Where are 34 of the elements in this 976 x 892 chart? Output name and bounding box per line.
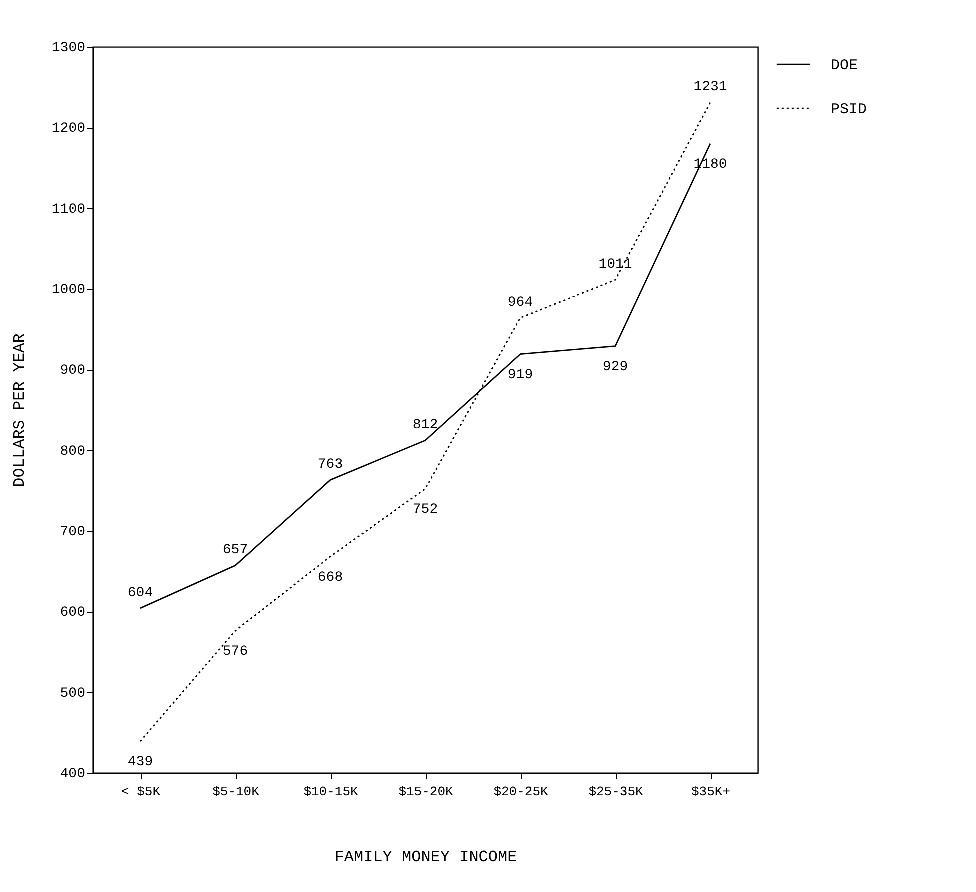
y-tick-label: 1100 [52, 202, 86, 218]
data-label: 604 [128, 585, 154, 602]
data-label: 812 [412, 418, 438, 434]
legend-label: PSID [831, 102, 868, 118]
y-tick-label: 1300 [52, 40, 86, 56]
data-label: 657 [222, 542, 248, 559]
x-tick-label: $5-10K [212, 784, 260, 800]
data-label: 752 [412, 502, 438, 518]
y-tick-label: 600 [60, 605, 86, 622]
data-label: 964 [508, 295, 534, 312]
x-axis-title: FAMILY MONEY INCOME [334, 848, 518, 866]
legend-label: DOE [831, 58, 858, 74]
x-tick-label: $15-20K [398, 784, 454, 800]
data-label: 763 [318, 457, 344, 474]
data-label: 1011 [598, 257, 632, 274]
data-label: 439 [128, 754, 154, 771]
data-label: 576 [222, 644, 248, 660]
x-tick-label: < $5K [121, 784, 161, 800]
y-tick-label: 900 [60, 363, 86, 380]
x-tick-label: $10-15K [304, 784, 359, 800]
data-label: 919 [508, 367, 534, 384]
y-tick-label: 1200 [52, 121, 86, 138]
data-label: 1231 [694, 80, 728, 96]
y-tick-label: 800 [60, 444, 86, 460]
x-tick-label: $20-25K [494, 784, 549, 800]
data-label: 668 [318, 570, 344, 586]
y-tick-label: 500 [60, 686, 86, 702]
y-tick-label: 700 [60, 524, 86, 540]
x-tick-label: $35K+ [691, 784, 731, 800]
x-tick-label: $25-35K [588, 784, 644, 800]
y-tick-label: 400 [60, 766, 86, 782]
data-label: 929 [602, 359, 628, 376]
y-axis-title: DOLLARS PER YEAR [10, 333, 29, 488]
y-tick-label: 1000 [52, 282, 86, 298]
